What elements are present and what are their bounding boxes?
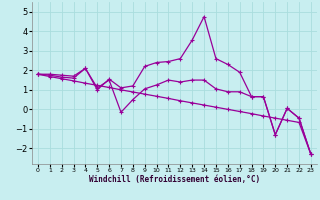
X-axis label: Windchill (Refroidissement éolien,°C): Windchill (Refroidissement éolien,°C) bbox=[89, 175, 260, 184]
